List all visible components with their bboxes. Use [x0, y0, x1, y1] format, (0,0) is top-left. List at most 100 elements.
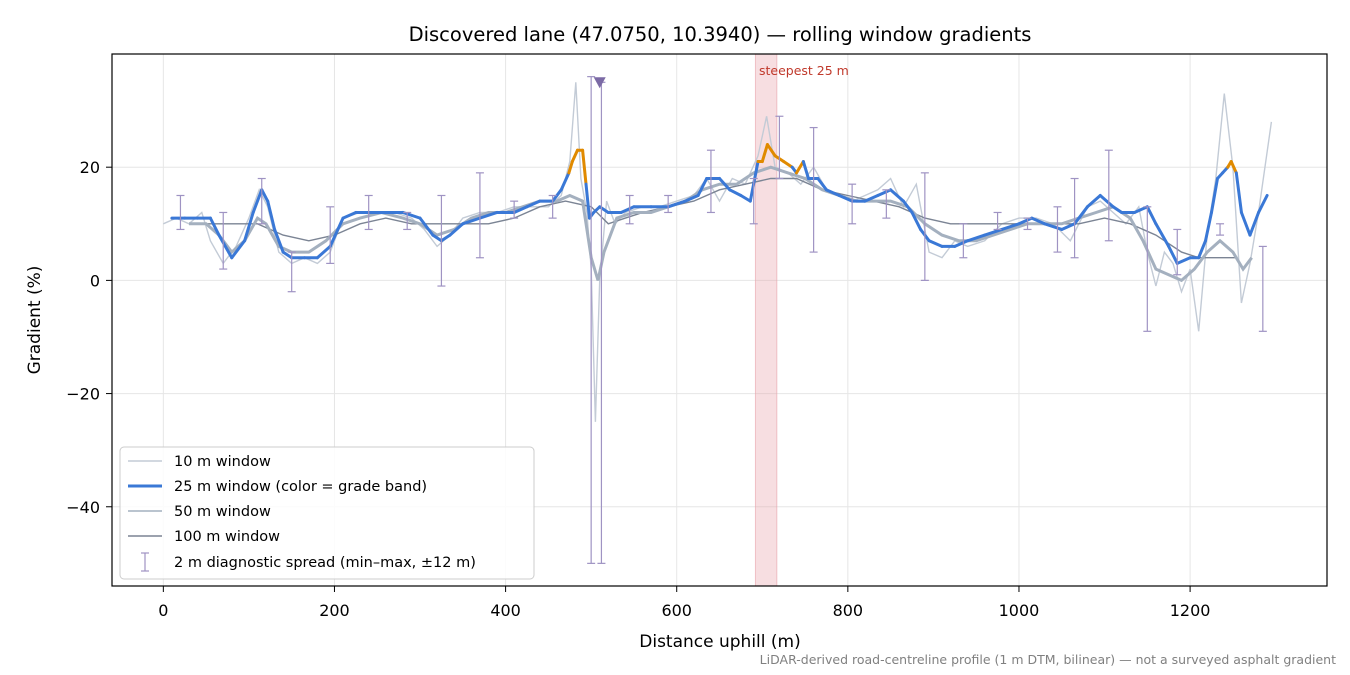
max-spread-marker [593, 77, 606, 89]
error-bar [510, 200, 519, 219]
legend-swatch-errorbar [141, 552, 149, 572]
legend-label-w100: 100 m window [174, 529, 280, 545]
series-25m-segment [512, 205, 529, 214]
series-25m-segment [816, 177, 828, 192]
error-bar [848, 183, 857, 225]
y-tick-label: 0 [90, 271, 100, 290]
error-bar [1258, 245, 1267, 332]
error-bar [920, 172, 929, 281]
series-25m-segment [1248, 210, 1261, 237]
series-25m-segment [584, 182, 591, 220]
series-25m-steep-segment [760, 143, 769, 164]
series-25m-segment [328, 216, 345, 248]
series-25m-steep-segment [765, 143, 777, 158]
series-25m-segment [525, 199, 542, 209]
x-tick-label: 800 [833, 601, 864, 620]
series-25m-segment [448, 222, 465, 237]
error-bars [176, 76, 1267, 564]
series-25m-segment [863, 193, 880, 203]
series-25m-segment [266, 199, 277, 231]
series-25m-segment [1234, 171, 1243, 214]
series-25m-segment [1239, 210, 1252, 237]
error-bar [437, 194, 446, 287]
error-bar [587, 76, 596, 564]
series-25m-segment [718, 177, 732, 192]
legend-label-w25: 25 m window (color = grade band) [174, 479, 427, 495]
error-bar [959, 223, 968, 259]
error-bar [1143, 206, 1152, 332]
error-bar [548, 194, 557, 219]
series-25m-segment [260, 188, 270, 203]
x-axis-label: Distance uphill (m) [639, 632, 800, 652]
legend-label-errorbar: 2 m diagnostic spread (min–max, ±12 m) [174, 555, 476, 571]
error-bar [775, 115, 784, 180]
error-bar [257, 177, 266, 225]
error-bar [1216, 223, 1225, 236]
series-25m-segment [801, 160, 810, 181]
series-25m-segment [1175, 256, 1192, 265]
series-25m-segment [683, 193, 700, 203]
series-25m-segment [910, 210, 923, 231]
series-25m-segment [341, 210, 358, 220]
markers [593, 77, 606, 89]
error-bar [403, 211, 412, 231]
error-bar [664, 194, 673, 214]
steepest-label: steepest 25 m [759, 63, 849, 78]
series-25m-segment [243, 210, 255, 243]
error-bar [326, 206, 335, 265]
series-25m-segment [478, 210, 499, 220]
x-tick-label: 1000 [999, 601, 1040, 620]
series-25m-segment [1000, 222, 1021, 231]
series-25m-steep-segment [795, 160, 805, 175]
series-25m-segment [619, 205, 636, 214]
error-bar [809, 126, 818, 253]
series-25m-segment [217, 233, 234, 260]
series-lines [163, 82, 1273, 422]
series-25m-segment [901, 199, 914, 214]
y-ticks: −40 −20 0 20 [66, 158, 112, 517]
series-line-50m [189, 165, 1253, 283]
error-bar [364, 194, 373, 231]
y-tick-label: 20 [80, 158, 100, 177]
legend-label-w10: 10 m window [174, 454, 271, 470]
footnote: LiDAR-derived road-centreline profile (1… [760, 652, 1336, 667]
plot-frame [111, 53, 1328, 587]
series-25m-steep-segment [567, 160, 574, 175]
series-25m-segment [551, 188, 563, 203]
series-25m-segment [837, 193, 854, 203]
x-tick-label: 600 [661, 601, 692, 620]
series-25m-segment [953, 239, 970, 248]
series-25m-segment [418, 216, 435, 237]
series-25m-segment [230, 239, 247, 260]
error-bar [1070, 177, 1079, 259]
series-25m-segment [401, 210, 422, 220]
series-25m-segment [315, 244, 332, 260]
error-bar [749, 177, 758, 225]
series-25m-segment [927, 239, 944, 248]
error-bar [1173, 228, 1182, 276]
error-bar [625, 194, 634, 225]
x-tick-label: 200 [319, 601, 350, 620]
series-25m-segment [1154, 222, 1171, 248]
series-25m-segment [1030, 216, 1047, 226]
chart-title: Discovered lane (47.0750, 10.3940) — rol… [409, 23, 1032, 46]
error-bar [1104, 149, 1113, 242]
series-25m-segment [889, 188, 905, 203]
legend-box [119, 446, 535, 580]
series-25m-segment [1167, 244, 1179, 265]
series-25m-segment [728, 188, 743, 197]
steepest-segment-highlight [754, 53, 778, 587]
series-25m-segment [1204, 210, 1213, 243]
series-25m-segment [439, 233, 452, 243]
series-line-10m [163, 82, 1273, 422]
y-tick-label: −20 [66, 385, 100, 404]
series-25m-steep-segment [782, 160, 794, 169]
series-25m-segment [824, 188, 841, 197]
x-tick-label: 1200 [1170, 601, 1211, 620]
series-25m-segment [966, 233, 987, 243]
series-25m-segment [1197, 239, 1207, 260]
series-25m-steep-segment [581, 148, 588, 186]
grid [112, 54, 1327, 586]
series-25m-segment [1060, 222, 1077, 231]
error-bar [993, 211, 1002, 231]
